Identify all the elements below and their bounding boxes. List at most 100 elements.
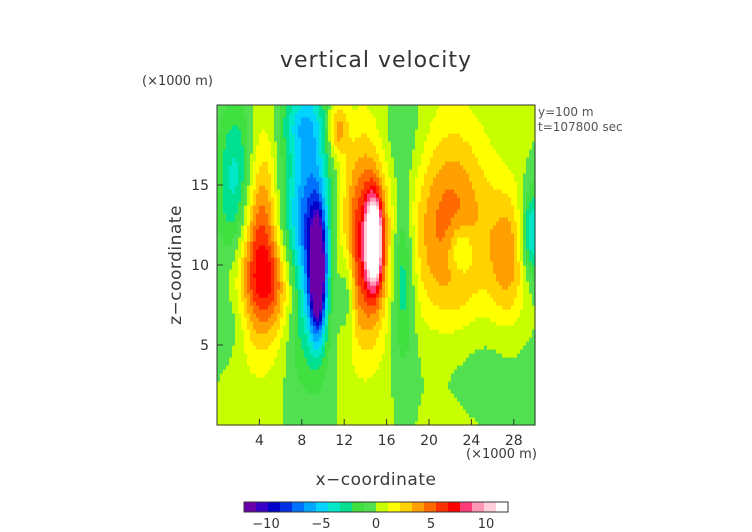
heatmap-cell — [316, 105, 320, 110]
heatmap-cell — [349, 333, 353, 338]
heatmap-cell — [340, 421, 344, 426]
heatmap-cell — [292, 317, 296, 322]
heatmap-cell — [238, 201, 242, 206]
heatmap-cell — [250, 157, 254, 162]
heatmap-cell — [220, 129, 224, 134]
heatmap-cell — [229, 221, 233, 226]
heatmap-cell — [385, 225, 389, 230]
heatmap-cell — [400, 393, 404, 398]
heatmap-cell — [361, 109, 365, 114]
heatmap-cell — [280, 393, 284, 398]
heatmap-cell — [292, 333, 296, 338]
heatmap-cell — [325, 349, 329, 354]
heatmap-cell — [238, 217, 242, 222]
heatmap-cell — [310, 201, 314, 206]
heatmap-cell — [286, 325, 290, 330]
heatmap-cell — [259, 277, 263, 282]
heatmap-cell — [259, 269, 263, 274]
heatmap-cell — [355, 233, 359, 238]
heatmap-cell — [394, 265, 398, 270]
heatmap-cell — [259, 393, 263, 398]
heatmap-cell — [340, 345, 344, 350]
heatmap-cell — [307, 325, 311, 330]
heatmap-cell — [256, 169, 260, 174]
heatmap-cell — [304, 121, 308, 126]
heatmap-cell — [256, 417, 260, 422]
heatmap-cell — [331, 193, 335, 198]
heatmap-cell — [331, 313, 335, 318]
heatmap-cell — [379, 213, 383, 218]
heatmap-cell — [259, 197, 263, 202]
heatmap-cell — [283, 245, 287, 250]
heatmap-cell — [247, 225, 251, 230]
heatmap-cell — [388, 265, 392, 270]
heatmap-cell — [349, 357, 353, 362]
heatmap-cell — [394, 153, 398, 158]
heatmap-cell — [280, 141, 284, 146]
heatmap-cell — [217, 261, 221, 266]
heatmap-cell — [388, 253, 392, 258]
heatmap-cell — [226, 321, 230, 326]
heatmap-cell — [367, 113, 371, 118]
heatmap-cell — [313, 409, 317, 414]
heatmap-cell — [379, 397, 383, 402]
heatmap-cell — [394, 125, 398, 130]
heatmap-cell — [313, 161, 317, 166]
heatmap-cell — [385, 205, 389, 210]
heatmap-cell — [292, 413, 296, 418]
heatmap-cell — [370, 229, 374, 234]
heatmap-cell — [241, 329, 245, 334]
heatmap-cell — [322, 181, 326, 186]
heatmap-cell — [328, 385, 332, 390]
heatmap-cell — [301, 369, 305, 374]
heatmap-cell — [280, 289, 284, 294]
heatmap-cell — [361, 113, 365, 118]
heatmap-cell — [295, 365, 299, 370]
heatmap-cell — [283, 421, 287, 426]
heatmap-cell — [367, 253, 371, 258]
heatmap-cell — [232, 237, 236, 242]
heatmap-cell — [352, 269, 356, 274]
heatmap-cell — [388, 321, 392, 326]
heatmap-cell — [394, 109, 398, 114]
heatmap-cell — [325, 173, 329, 178]
heatmap-cell — [310, 217, 314, 222]
heatmap-cell — [223, 289, 227, 294]
heatmap-cell — [223, 397, 227, 402]
heatmap-cell — [346, 393, 350, 398]
heatmap-cell — [385, 293, 389, 298]
heatmap-cell — [355, 173, 359, 178]
heatmap-cell — [388, 229, 392, 234]
heatmap-cell — [274, 401, 278, 406]
heatmap-cell — [274, 121, 278, 126]
heatmap-cell — [346, 281, 350, 286]
heatmap-cell — [364, 145, 368, 150]
heatmap-cell — [376, 285, 380, 290]
heatmap-cell — [400, 117, 404, 122]
heatmap-cell — [310, 389, 314, 394]
heatmap-cell — [256, 405, 260, 410]
heatmap-cell — [337, 337, 341, 342]
heatmap-cell — [295, 285, 299, 290]
heatmap-cell — [367, 377, 371, 382]
heatmap-cell — [334, 297, 338, 302]
heatmap-cell — [244, 249, 248, 254]
heatmap-cell — [325, 229, 329, 234]
heatmap-cell — [379, 273, 383, 278]
heatmap-cell — [322, 405, 326, 410]
heatmap-cell — [331, 265, 335, 270]
heatmap-cell — [340, 241, 344, 246]
heatmap-cell — [376, 125, 380, 130]
heatmap-cell — [334, 109, 338, 114]
heatmap-cell — [382, 357, 386, 362]
heatmap-cell — [241, 109, 245, 114]
heatmap-cell — [220, 385, 224, 390]
heatmap-cell — [244, 385, 248, 390]
heatmap-cell — [268, 405, 272, 410]
heatmap-cell — [223, 105, 227, 110]
heatmap-cell — [301, 121, 305, 126]
heatmap-cell — [301, 273, 305, 278]
heatmap-cell — [220, 305, 224, 310]
heatmap-cell — [337, 161, 341, 166]
heatmap-cell — [355, 201, 359, 206]
